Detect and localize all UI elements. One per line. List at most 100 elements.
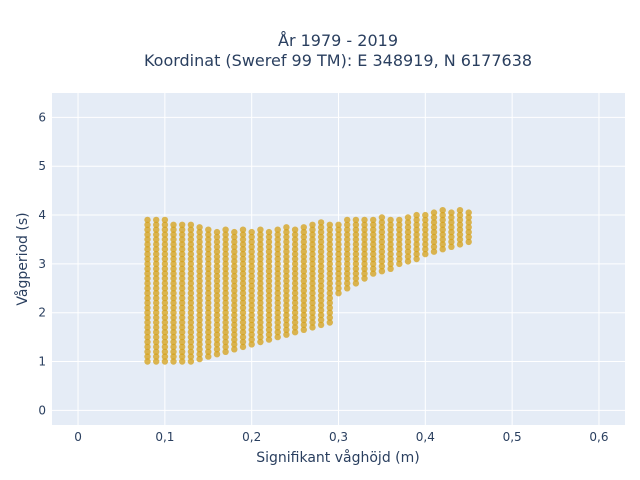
data-point	[144, 343, 151, 351]
data-point	[344, 226, 351, 233]
data-point	[187, 246, 195, 253]
data-point	[213, 277, 221, 285]
data-point	[153, 280, 160, 287]
data-point	[161, 294, 169, 302]
data-point	[326, 270, 333, 277]
data-point	[274, 231, 281, 238]
data-point	[187, 319, 195, 326]
data-point	[352, 260, 360, 268]
data-point	[317, 253, 325, 260]
data-point	[335, 280, 342, 287]
data-point	[213, 282, 221, 290]
data-point	[144, 231, 151, 238]
data-point	[257, 299, 264, 307]
data-point	[205, 246, 212, 253]
data-point	[161, 333, 169, 341]
data-point	[231, 346, 238, 353]
data-point	[309, 314, 316, 321]
data-point	[248, 228, 255, 236]
data-point	[196, 272, 203, 280]
data-point	[370, 221, 377, 228]
data-point	[274, 236, 281, 243]
data-point	[413, 216, 420, 224]
data-point	[231, 292, 238, 299]
data-point	[248, 243, 255, 250]
data-point	[205, 338, 212, 346]
data-point	[300, 268, 307, 275]
data-point	[378, 263, 386, 270]
tick-labels: 0 0,1 0,2 0,3 0,4 0,5 0,6 0 1 2 3 4 5 6	[38, 110, 608, 444]
data-point	[257, 319, 264, 326]
data-point	[291, 226, 299, 233]
data-point	[144, 333, 151, 341]
data-point	[161, 290, 169, 297]
data-point	[205, 280, 212, 287]
data-point	[187, 338, 195, 346]
data-point	[187, 231, 195, 238]
data-point	[170, 260, 177, 268]
data-point	[300, 224, 307, 231]
data-point	[257, 250, 264, 258]
data-point	[170, 309, 177, 316]
data-point	[170, 290, 177, 297]
data-point	[413, 236, 420, 243]
data-point	[170, 250, 177, 258]
data-point	[213, 351, 221, 358]
data-point	[465, 228, 472, 236]
data-point	[396, 226, 403, 233]
data-point	[291, 246, 299, 253]
data-point	[239, 275, 247, 282]
data-point	[170, 324, 177, 331]
data-point	[387, 250, 394, 258]
data-point	[265, 282, 273, 290]
data-point	[153, 329, 160, 336]
data-point	[361, 216, 368, 224]
data-point	[170, 241, 177, 248]
data-point	[161, 236, 169, 243]
data-point	[153, 290, 160, 297]
chart-title-line-1: År 1979 - 2019	[278, 31, 398, 50]
data-point	[144, 221, 151, 228]
data-point	[248, 233, 255, 241]
data-point	[187, 333, 195, 341]
data-point	[361, 250, 368, 258]
data-point	[161, 319, 169, 326]
data-point	[196, 263, 203, 270]
data-point	[179, 226, 186, 233]
data-point	[187, 353, 195, 360]
data-point	[231, 243, 238, 250]
data-point	[248, 341, 255, 348]
data-point	[222, 285, 229, 292]
data-point	[213, 253, 221, 260]
data-point	[344, 250, 351, 258]
data-point	[205, 319, 212, 326]
data-point	[161, 309, 169, 316]
data-point	[448, 238, 455, 246]
data-point	[404, 248, 412, 255]
data-point	[144, 329, 151, 336]
data-point	[153, 275, 160, 282]
data-point	[153, 299, 160, 307]
data-point	[170, 348, 177, 355]
data-point	[413, 241, 420, 248]
data-point	[430, 243, 438, 250]
data-point	[161, 226, 169, 233]
data-point	[352, 226, 360, 233]
data-point	[196, 341, 203, 348]
data-point	[187, 343, 195, 351]
data-point	[291, 265, 299, 272]
data-point	[422, 241, 429, 248]
data-point	[231, 316, 238, 324]
data-point	[153, 285, 160, 292]
data-point	[179, 236, 186, 243]
data-point	[222, 343, 229, 351]
data-point	[283, 302, 290, 309]
data-point	[248, 248, 255, 255]
data-point	[291, 304, 299, 311]
data-point	[153, 270, 160, 277]
x-tick-label: 0,3	[329, 430, 348, 444]
data-point	[239, 319, 247, 326]
data-point	[196, 268, 203, 275]
data-point	[448, 243, 455, 250]
data-point	[396, 255, 403, 263]
